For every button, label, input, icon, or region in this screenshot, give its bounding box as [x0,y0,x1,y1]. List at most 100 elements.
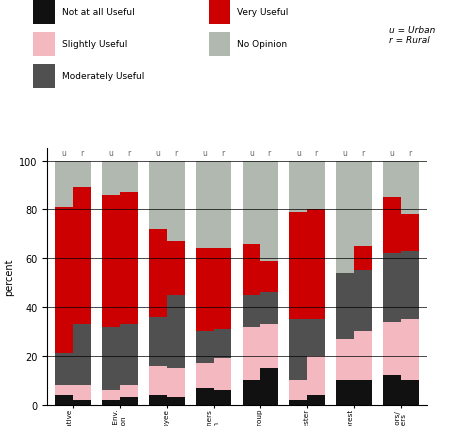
Bar [120,161,138,193]
Text: u: u [296,149,301,158]
Bar [196,388,214,405]
Bar [196,161,214,249]
Bar [120,193,138,324]
Bar [307,395,325,405]
Bar [196,249,214,332]
Bar [73,188,91,324]
Bar [290,400,307,405]
Bar [167,368,184,397]
Bar [383,322,401,375]
Bar [196,332,214,363]
Bar [73,324,91,385]
Text: u: u [202,149,207,158]
Bar [401,320,419,380]
Text: Moderately Useful: Moderately Useful [62,72,144,81]
Text: Not at all Useful: Not at all Useful [62,8,134,17]
Text: u: u [249,149,254,158]
Bar [401,161,419,215]
Text: r: r [221,149,224,158]
Bar [167,295,184,368]
Text: r: r [81,149,84,158]
Bar [354,380,372,405]
Bar [55,354,73,385]
Bar [243,244,260,295]
Bar [336,161,354,273]
Bar [55,207,73,354]
Bar [243,380,260,405]
Text: u: u [62,149,67,158]
Bar [307,356,325,395]
Bar [336,339,354,380]
Bar [55,395,73,405]
Bar [243,327,260,380]
Bar [102,196,120,327]
Bar [102,390,120,400]
Bar [307,161,325,210]
Bar [243,161,260,244]
Bar [149,317,167,366]
Bar [167,397,184,405]
Bar [120,397,138,405]
Bar [401,251,419,320]
Bar [214,329,231,358]
Bar [149,395,167,405]
Bar [243,295,260,327]
Bar [214,161,231,249]
Text: r: r [127,149,130,158]
Bar [260,368,278,405]
Bar [290,320,307,380]
Bar [354,247,372,271]
Bar [401,215,419,251]
Bar [336,380,354,405]
Bar [55,161,73,207]
Bar [102,327,120,390]
Bar [73,161,91,188]
Bar [196,363,214,388]
Bar [149,161,167,230]
Text: u: u [343,149,347,158]
Y-axis label: percent: percent [4,258,14,296]
Bar [73,400,91,405]
Bar [354,271,372,332]
Bar [55,385,73,395]
Bar [214,358,231,390]
Bar [290,213,307,320]
Text: u: u [155,149,160,158]
Bar [307,210,325,320]
Bar [260,293,278,324]
Bar [307,320,325,356]
Bar [149,230,167,317]
Bar [167,161,184,242]
Bar [383,161,401,198]
Text: Slightly Useful: Slightly Useful [62,40,127,49]
Text: r: r [314,149,318,158]
Text: u: u [109,149,113,158]
Bar [354,332,372,380]
Bar [290,161,307,213]
Bar [290,380,307,400]
Bar [167,242,184,295]
Bar [120,324,138,385]
Text: u: u [390,149,394,158]
Bar [102,400,120,405]
Text: Very Useful: Very Useful [237,8,288,17]
Bar [383,198,401,254]
Bar [354,161,372,247]
Bar [260,261,278,293]
Text: r: r [174,149,177,158]
Bar [336,273,354,339]
Bar [260,161,278,261]
Text: r: r [268,149,271,158]
Text: u = Urban
r = Rural: u = Urban r = Rural [389,26,435,45]
Bar [102,161,120,196]
Bar [383,254,401,322]
Bar [214,249,231,329]
Bar [73,385,91,400]
Text: No Opinion: No Opinion [237,40,287,49]
Bar [260,324,278,368]
Bar [401,380,419,405]
Bar [214,390,231,405]
Text: r: r [361,149,365,158]
Bar [383,375,401,405]
Bar [120,385,138,397]
